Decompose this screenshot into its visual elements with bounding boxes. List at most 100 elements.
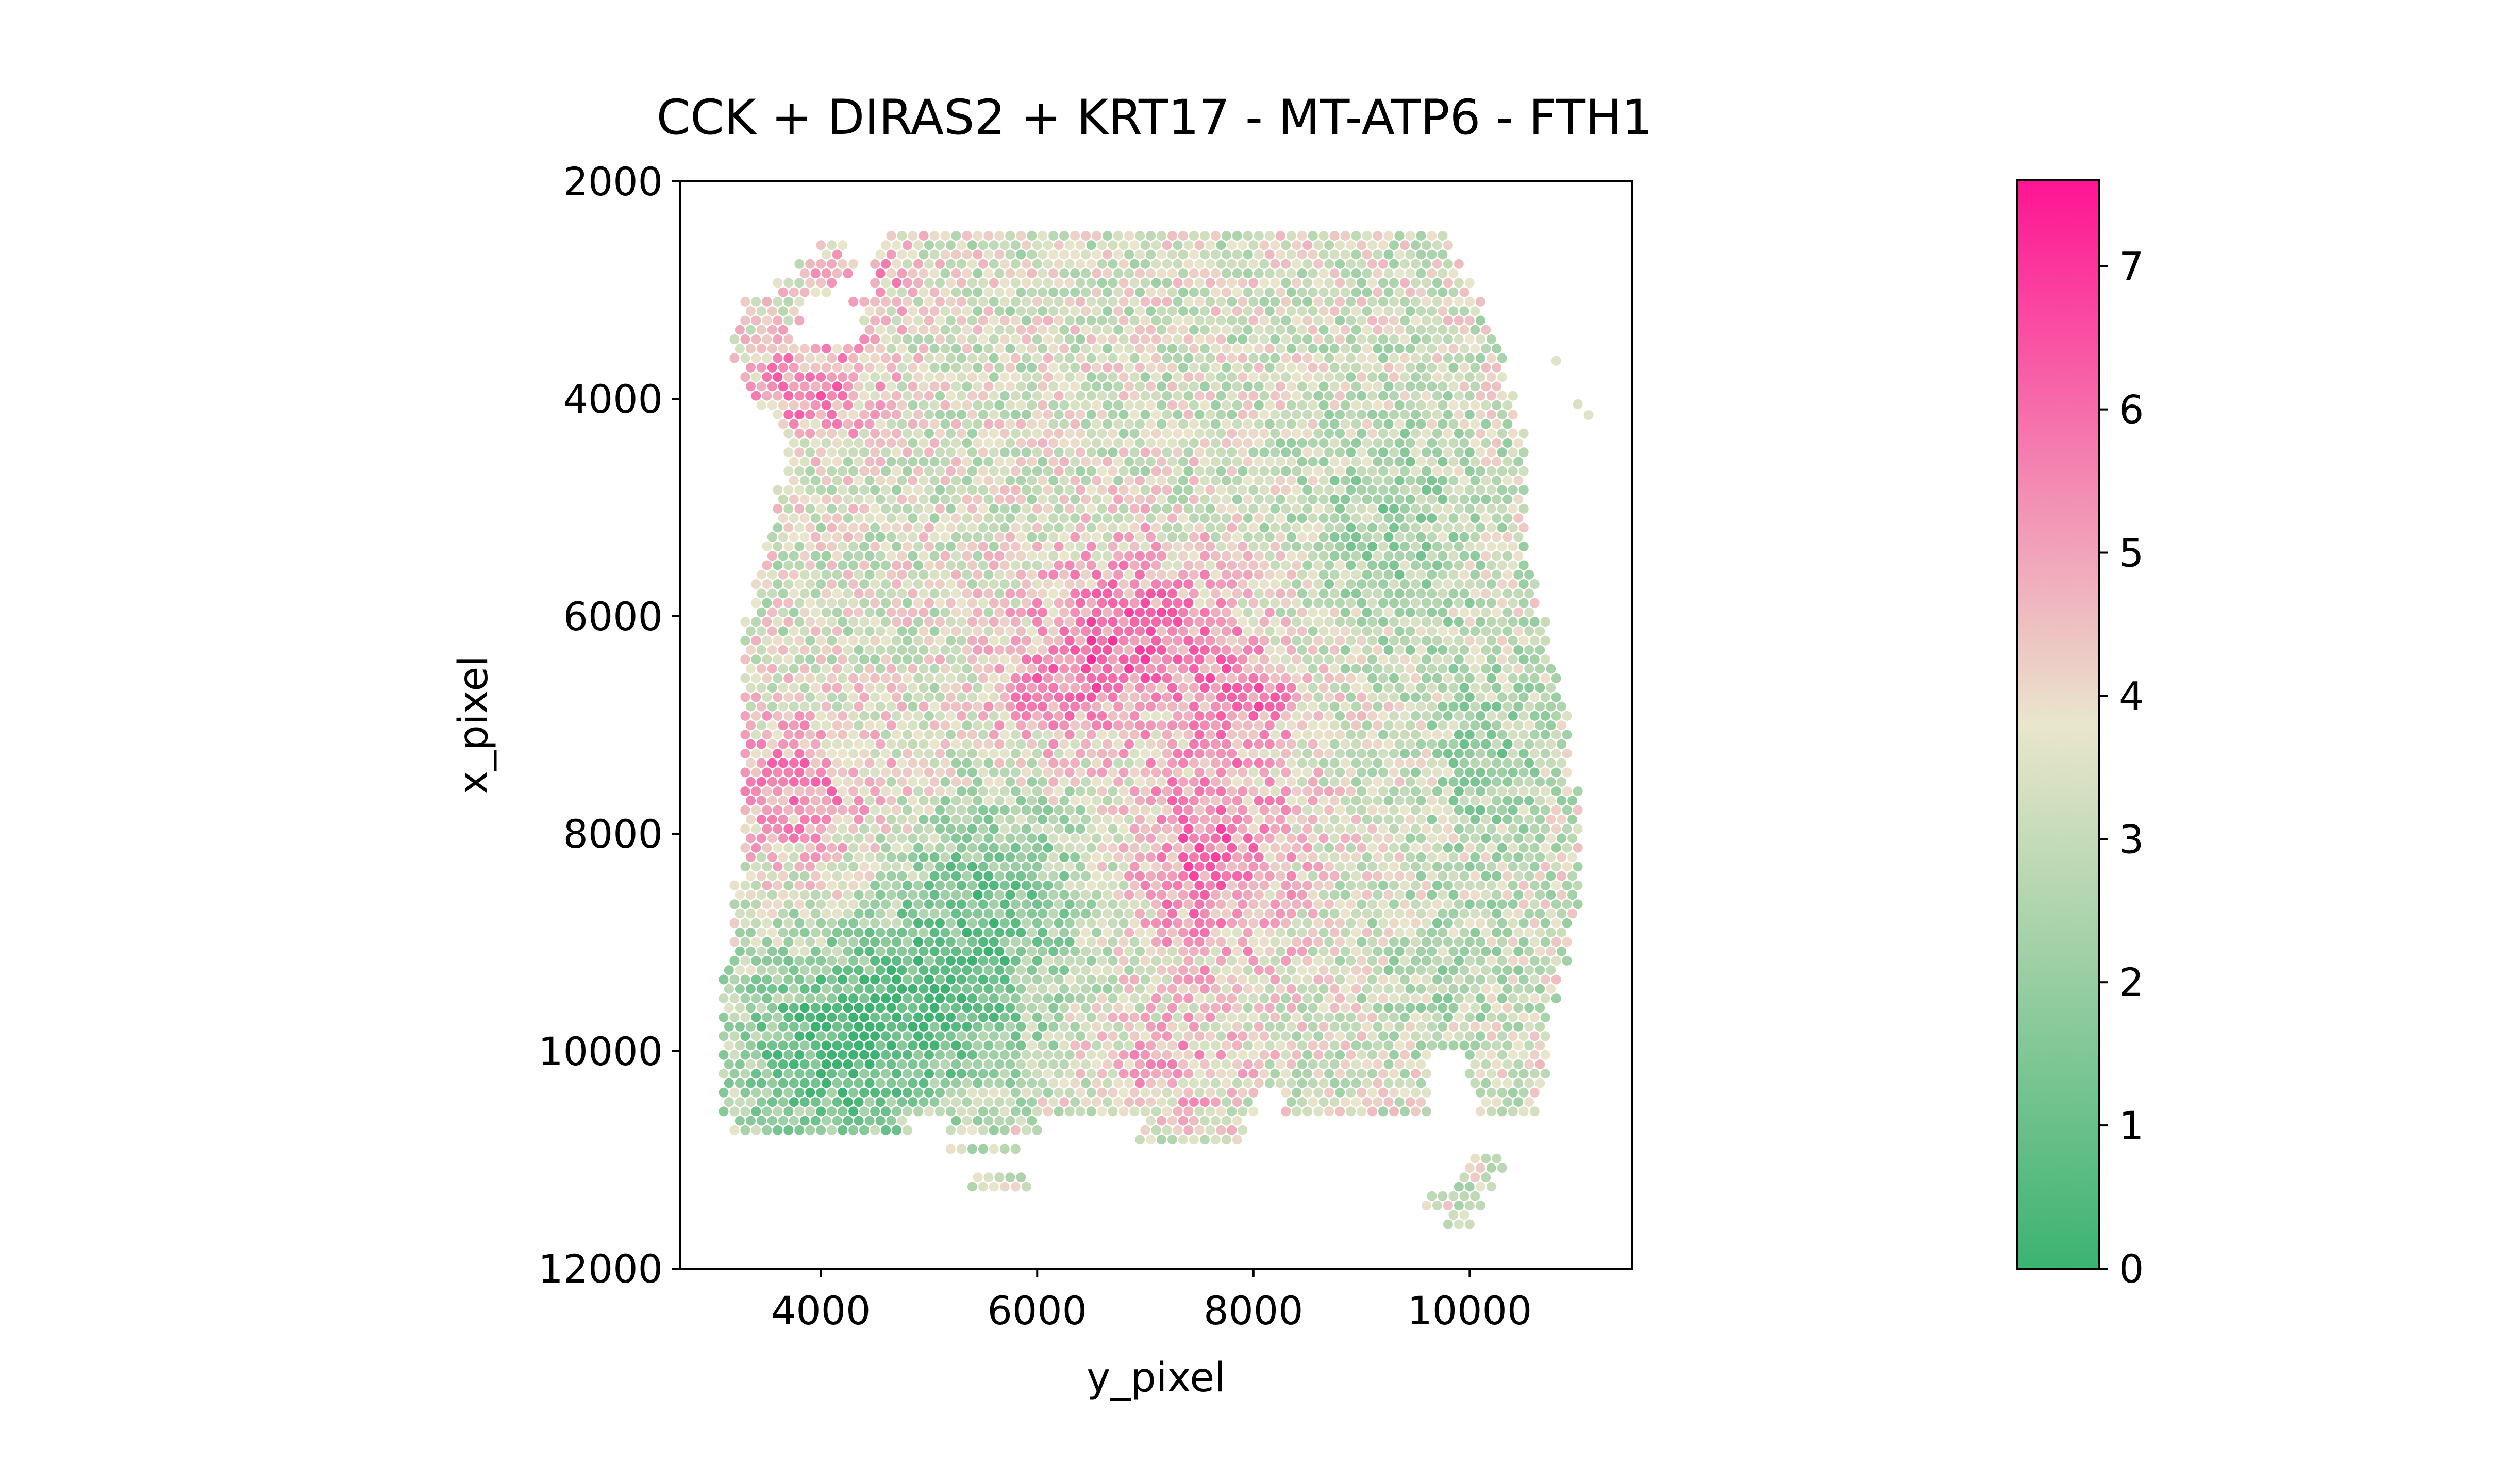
spot xyxy=(1059,344,1070,354)
spot xyxy=(940,758,950,768)
spot xyxy=(908,758,918,768)
spot xyxy=(989,579,999,589)
spot xyxy=(1146,287,1156,297)
spot xyxy=(1405,532,1415,542)
spot xyxy=(762,880,772,890)
spot xyxy=(940,438,950,448)
spot xyxy=(1032,880,1042,890)
spot xyxy=(1118,767,1129,778)
spot xyxy=(1232,777,1242,787)
spot xyxy=(1400,617,1410,627)
spot xyxy=(1097,391,1107,401)
spot xyxy=(1248,786,1259,797)
spot xyxy=(838,560,848,570)
spot xyxy=(913,372,923,382)
spot xyxy=(821,249,831,260)
spot xyxy=(1248,296,1259,307)
spot xyxy=(1302,579,1313,589)
spot xyxy=(1454,353,1464,363)
spot xyxy=(740,635,750,646)
spot xyxy=(1005,683,1015,693)
spot xyxy=(1308,476,1318,486)
spot xyxy=(1351,833,1361,844)
spot xyxy=(1103,513,1113,524)
spot xyxy=(1297,683,1307,693)
spot xyxy=(1497,372,1507,382)
spot xyxy=(1032,315,1042,326)
spot xyxy=(1562,767,1572,778)
spot xyxy=(799,532,810,542)
spot xyxy=(1178,758,1188,768)
spot xyxy=(816,635,826,646)
spot xyxy=(1129,598,1140,608)
spot xyxy=(1389,692,1399,702)
spot xyxy=(1021,560,1031,570)
spot xyxy=(1394,758,1405,768)
spot xyxy=(945,542,956,551)
spot xyxy=(892,598,901,608)
spot xyxy=(767,645,777,655)
spot xyxy=(956,240,966,250)
spot xyxy=(1205,372,1215,382)
spot xyxy=(1318,381,1329,392)
spot xyxy=(1281,259,1291,269)
spot xyxy=(1389,749,1399,758)
spot xyxy=(843,645,853,655)
spot xyxy=(1340,494,1350,504)
spot xyxy=(886,344,896,354)
spot xyxy=(999,880,1010,890)
spot xyxy=(1221,419,1231,429)
spot xyxy=(886,287,896,297)
spot xyxy=(897,777,907,787)
spot xyxy=(1340,664,1350,674)
spot xyxy=(1318,607,1329,617)
spot xyxy=(1443,862,1453,872)
spot xyxy=(1086,391,1096,401)
spot xyxy=(838,862,848,872)
spot xyxy=(1421,259,1431,269)
spot xyxy=(1199,400,1210,410)
spot xyxy=(1081,381,1091,392)
spot xyxy=(783,824,794,834)
spot xyxy=(827,410,837,420)
spot xyxy=(1157,645,1166,655)
spot xyxy=(1118,466,1129,476)
spot xyxy=(1259,786,1270,797)
spot xyxy=(816,353,826,363)
spot xyxy=(1124,325,1134,335)
spot xyxy=(1259,466,1270,476)
spot xyxy=(989,635,999,646)
spot xyxy=(773,410,783,420)
spot xyxy=(962,325,972,335)
spot xyxy=(1389,315,1399,326)
spot xyxy=(1292,579,1302,589)
spot xyxy=(1367,880,1377,890)
spot xyxy=(1129,711,1140,721)
spot xyxy=(1546,871,1556,881)
spot xyxy=(956,466,966,476)
spot xyxy=(1254,569,1264,580)
spot xyxy=(843,513,853,524)
spot xyxy=(973,249,983,260)
spot xyxy=(1038,381,1048,392)
spot xyxy=(1199,532,1210,542)
spot xyxy=(918,344,929,354)
spot xyxy=(1302,466,1313,476)
spot xyxy=(767,720,777,731)
spot xyxy=(881,749,891,758)
spot xyxy=(951,400,961,410)
spot xyxy=(864,701,875,712)
spot xyxy=(1038,814,1048,824)
spot xyxy=(1329,513,1340,524)
spot xyxy=(870,786,880,797)
spot xyxy=(1508,692,1518,702)
spot xyxy=(1162,447,1172,458)
spot xyxy=(1286,306,1296,316)
spot xyxy=(1183,410,1194,420)
spot xyxy=(1367,786,1377,797)
spot xyxy=(1178,419,1188,429)
spot xyxy=(1118,617,1129,627)
spot xyxy=(989,617,999,627)
spot xyxy=(951,683,961,693)
spot xyxy=(832,607,842,617)
